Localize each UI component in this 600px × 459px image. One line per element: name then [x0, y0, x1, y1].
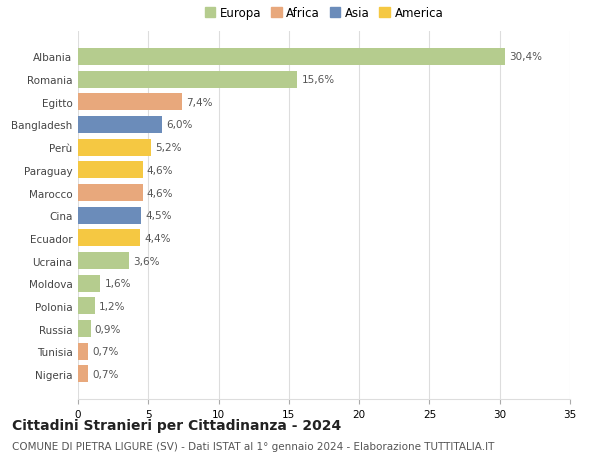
- Text: COMUNE DI PIETRA LIGURE (SV) - Dati ISTAT al 1° gennaio 2024 - Elaborazione TUTT: COMUNE DI PIETRA LIGURE (SV) - Dati ISTA…: [12, 441, 494, 451]
- Text: Cittadini Stranieri per Cittadinanza - 2024: Cittadini Stranieri per Cittadinanza - 2…: [12, 418, 341, 431]
- Bar: [78, 230, 140, 247]
- Bar: [78, 140, 151, 157]
- Text: 1,2%: 1,2%: [99, 301, 125, 311]
- Text: 0,7%: 0,7%: [92, 347, 118, 357]
- Text: 7,4%: 7,4%: [186, 98, 213, 107]
- Legend: Europa, Africa, Asia, America: Europa, Africa, Asia, America: [202, 5, 446, 22]
- Bar: [78, 94, 182, 111]
- Bar: [78, 49, 505, 66]
- Text: 4,6%: 4,6%: [147, 188, 173, 198]
- Bar: [78, 162, 143, 179]
- Bar: [78, 343, 88, 360]
- Text: 0,7%: 0,7%: [92, 369, 118, 379]
- Bar: [78, 72, 297, 89]
- Text: 6,0%: 6,0%: [167, 120, 193, 130]
- Bar: [78, 275, 100, 292]
- Bar: [78, 320, 91, 337]
- Bar: [78, 366, 88, 383]
- Text: 4,5%: 4,5%: [145, 211, 172, 221]
- Text: 3,6%: 3,6%: [133, 256, 160, 266]
- Bar: [78, 117, 163, 134]
- Bar: [78, 298, 95, 315]
- Text: 30,4%: 30,4%: [509, 52, 542, 62]
- Bar: [78, 207, 141, 224]
- Text: 4,6%: 4,6%: [147, 166, 173, 175]
- Text: 5,2%: 5,2%: [155, 143, 182, 153]
- Text: 0,9%: 0,9%: [95, 324, 121, 334]
- Bar: [78, 185, 143, 202]
- Bar: [78, 252, 128, 269]
- Text: 1,6%: 1,6%: [105, 279, 131, 289]
- Text: 4,4%: 4,4%: [144, 233, 170, 243]
- Text: 15,6%: 15,6%: [302, 75, 335, 85]
